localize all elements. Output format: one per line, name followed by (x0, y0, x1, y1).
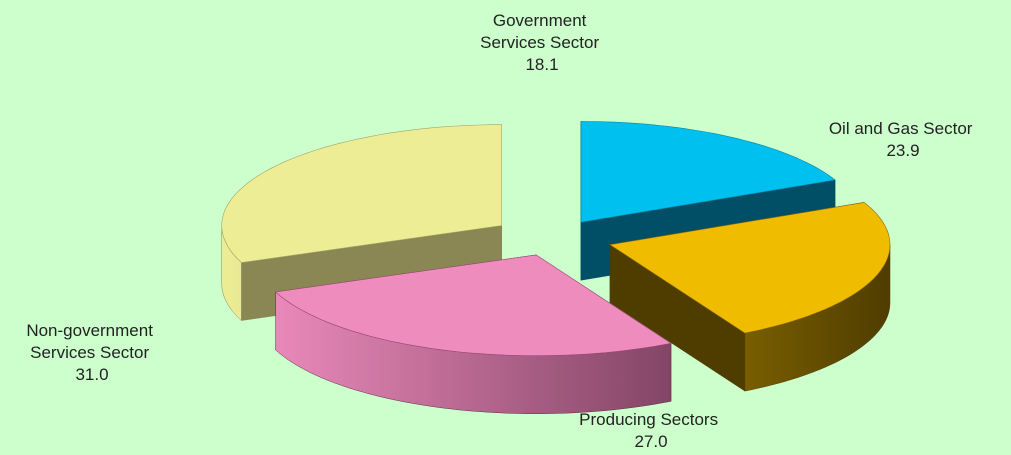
value-producing-sectors: 27.0 (634, 432, 667, 451)
pie-labels: Government Services Sector 18.1 Oil and … (26, 11, 977, 451)
label-government-services: Government Services Sector 18.1 (480, 11, 604, 74)
label-producing-sectors: Producing Sectors 27.0 (579, 410, 723, 451)
slice-top-government-services (580, 121, 836, 223)
slice-producing-sectors (275, 254, 672, 414)
value-government-services: 18.1 (525, 55, 558, 74)
slice-oil-and-gas (609, 202, 891, 392)
slice-top-non-government-services (221, 124, 502, 263)
slice-top-producing-sectors (275, 254, 672, 356)
label-oil-and-gas: Oil and Gas Sector 23.9 (829, 119, 977, 160)
value-oil-and-gas: 23.9 (886, 141, 919, 160)
slice-top-oil-and-gas (609, 202, 891, 334)
pie-slices (221, 121, 891, 414)
value-non-government-services: 31.0 (75, 365, 108, 384)
label-non-government-services: Non-government Services Sector 31.0 (26, 321, 157, 384)
